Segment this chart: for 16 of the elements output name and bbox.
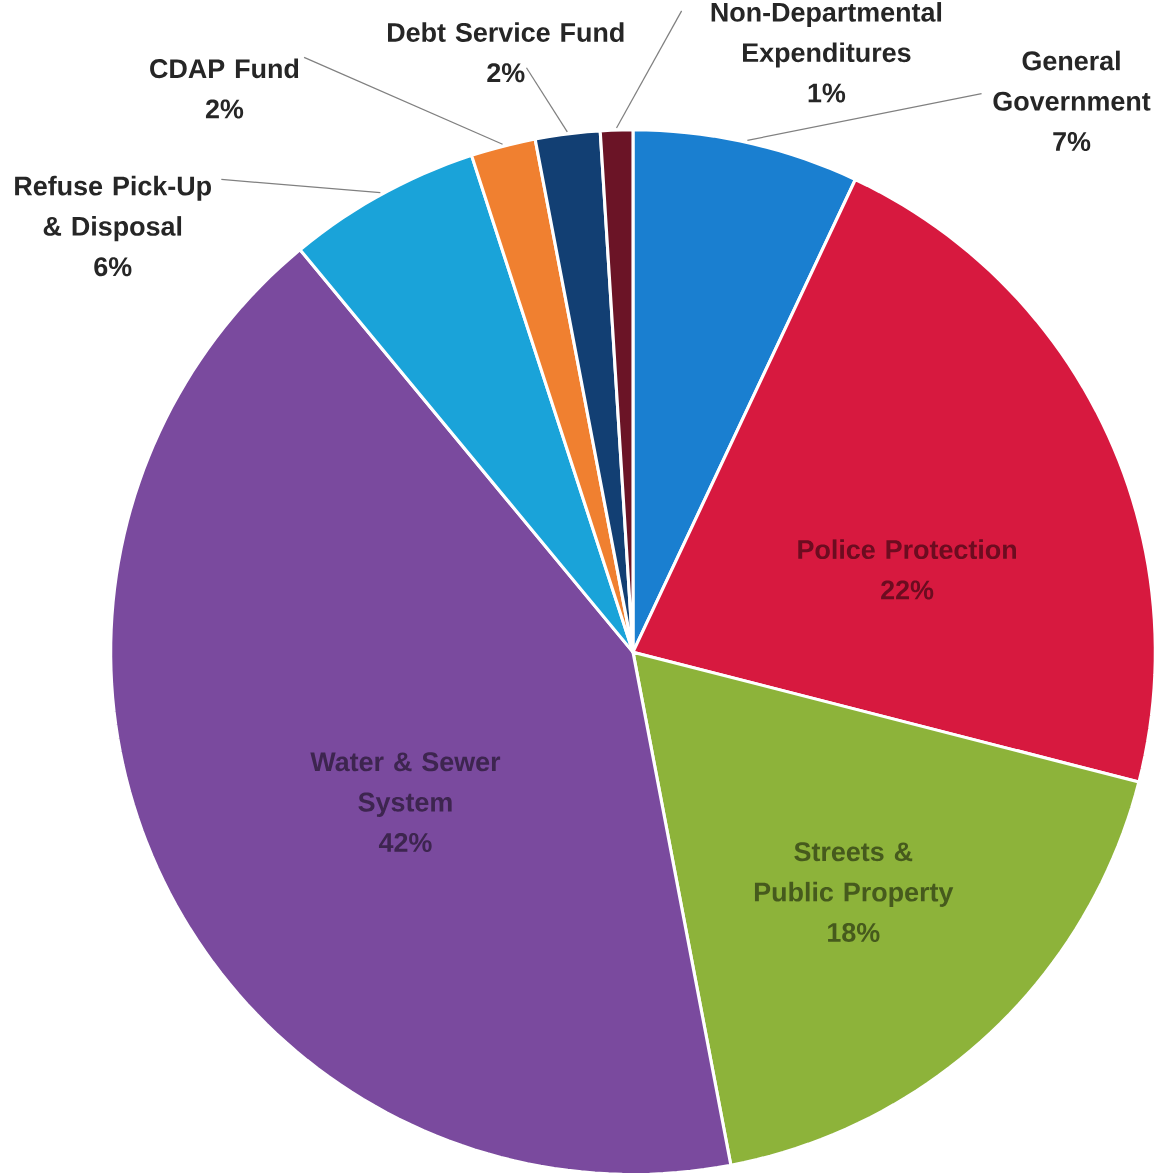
data-label: 22% [881, 580, 934, 600]
data-label: 18% [828, 922, 880, 942]
data-label: 6% [94, 257, 132, 277]
data-label: 7% [1053, 132, 1091, 152]
slice-label: Water & Sewer System [310, 752, 501, 817]
slice-label: Streets & Public Property [755, 842, 954, 907]
data-label: 2% [206, 99, 244, 119]
data-label: 42% [379, 832, 432, 852]
slice-label: Police Protection [798, 539, 1017, 560]
slice-label: Non-Departmental Expenditures [711, 2, 942, 68]
data-label: 1% [808, 83, 846, 103]
slice-label: Debt Service Fund [388, 22, 624, 42]
data-label: 2% [487, 63, 525, 83]
slice-label: CDAP Fund [150, 58, 299, 79]
slice-label: Refuse Pick-Up & Disposal [15, 175, 212, 242]
slice-label: General Government [993, 50, 1151, 111]
